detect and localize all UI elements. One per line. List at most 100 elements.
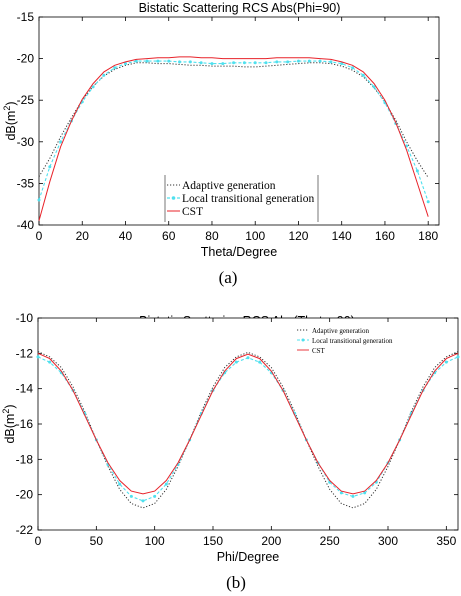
chart-a-series-local-point — [145, 59, 149, 63]
chart-b-x-tick-label: 150 — [203, 534, 223, 548]
chart-b-legend: Adaptive generation Local transitional g… — [297, 327, 393, 355]
chart-a-series-local-point — [210, 62, 214, 66]
chart-a-x-tick-label: 140 — [332, 229, 352, 243]
chart-a-series-local-point — [221, 62, 225, 66]
chart-a-x-tick-labels: 0 20 40 60 80 100 120 140 160 180 — [36, 229, 439, 243]
chart-a-series-local-point — [426, 200, 430, 204]
chart-a-y-tick-label: -35 — [17, 176, 35, 190]
chart-a-ticks — [38, 16, 439, 226]
chart-a-x-tick-label: 60 — [162, 229, 176, 243]
chart-a-series — [37, 56, 430, 221]
chart-a-series-local-point — [188, 60, 192, 64]
chart-b-x-tick-label: 250 — [320, 534, 340, 548]
chart-a-y-tick-label: -20 — [17, 52, 35, 66]
chart-b-y-tick-label: -16 — [16, 417, 34, 431]
chart-a-x-tick-label: 100 — [245, 229, 265, 243]
chart-a-plot-area — [38, 16, 440, 226]
chart-b-plot-area — [37, 317, 459, 531]
chart-b-y-tick-label: -14 — [16, 382, 34, 396]
chart-b-legend-marker-local — [301, 338, 305, 342]
chart-a-x-tick-label: 180 — [418, 229, 438, 243]
chart-b-series — [36, 351, 460, 509]
chart-b-series-local-point — [141, 499, 145, 503]
chart-a-series-local-point — [340, 62, 344, 66]
chart-b-series-cst — [37, 352, 459, 495]
chart-b-ticks — [37, 317, 458, 531]
chart-a-x-tick-label: 20 — [76, 229, 90, 243]
chart-b-y-tick-label: -18 — [16, 452, 34, 466]
chart-b-series-local-point — [36, 355, 40, 359]
chart-b-x-tick-label: 350 — [436, 534, 456, 548]
chart-b-series-local-point — [456, 355, 460, 359]
chart-b-x-tick-label: 50 — [90, 534, 104, 548]
chart-a-series-local-point — [178, 60, 182, 64]
chart-b-y-tick-label: -20 — [16, 488, 34, 502]
chart-a-x-tick-label: 40 — [119, 229, 133, 243]
chart-b-series-local-point — [339, 491, 343, 495]
chart-b-x-tick-label: 200 — [261, 534, 281, 548]
chart-a-x-axis-label: Theta/Degree — [201, 245, 277, 259]
chart-a-series-local-point — [415, 169, 419, 173]
chart-a-series-local-point — [242, 61, 246, 65]
chart-a-legend-label-local: Local transitional generation — [182, 193, 314, 205]
chart-a-y-tick-label: -25 — [17, 93, 35, 107]
chart-a-title: Bistatic Scattering RCS Abs(Phi=90) — [139, 1, 341, 15]
chart-b: Bistatic Scattering RCS Abs(Theta=90) 05… — [1, 311, 460, 592]
chart-b-x-tick-labels: 0 50 100 150 200 250 300 350 — [35, 534, 457, 548]
chart-a-caption: (a) — [219, 268, 238, 287]
chart-a-series-local-point — [156, 59, 160, 63]
chart-a-series-local-point — [307, 59, 311, 63]
chart-b-y-tick-label: -22 — [16, 523, 34, 537]
chart-b-y-tick-labels: -22 -20 -18 -16 -14 -12 -10 — [16, 311, 34, 537]
chart-a-series-local-point — [318, 59, 322, 63]
chart-a-legend-marker-local — [171, 196, 176, 200]
chart-b-legend-label-local: Local transitional generation — [312, 337, 393, 345]
chart-b-x-tick-label: 100 — [145, 534, 165, 548]
chart-a-series-local-point — [113, 66, 117, 70]
chart-a-series-local-point — [91, 85, 95, 89]
chart-b-series-local-point — [363, 491, 367, 495]
chart-a-x-tick-label: 160 — [375, 229, 395, 243]
chart-a-series-local-point — [59, 140, 63, 144]
chart-b-series-local-point — [246, 356, 250, 360]
chart-a-y-axis-label: dB(m2) — [2, 101, 18, 140]
chart-a-series-cst — [38, 56, 429, 221]
chart-b-y-axis-label: dB(m2) — [1, 404, 17, 443]
chart-a-series-local-point — [275, 60, 279, 64]
chart-a-y-tick-label: -40 — [17, 218, 35, 232]
chart-a-series-local-point — [199, 61, 203, 65]
chart-b-series-local-point — [258, 360, 262, 364]
chart-a-series-local-point — [264, 61, 268, 65]
chart-a-legend-label-adaptive: Adaptive generation — [182, 180, 276, 192]
chart-a: Bistatic Scattering RCS Abs(Phi=90) 0 20 4… — [2, 1, 440, 287]
chart-a-series-local-point — [37, 198, 41, 202]
chart-a-series-local-point — [351, 66, 355, 70]
chart-a-series-local-point — [123, 62, 127, 66]
chart-a-series-local-point — [372, 85, 376, 89]
chart-b-series-local-point — [351, 494, 355, 498]
chart-b-series-adaptive — [37, 351, 459, 509]
chart-a-x-tick-label: 120 — [288, 229, 308, 243]
chart-a-series-local-point — [286, 60, 290, 64]
chart-b-y-tick-label: -10 — [16, 311, 34, 325]
chart-b-series-local-point — [153, 494, 157, 498]
chart-a-series-local-point — [134, 59, 138, 63]
chart-a-y-tick-label: -15 — [17, 10, 35, 24]
chart-b-series-local-point — [48, 360, 52, 364]
chart-a-series-local-point — [102, 73, 106, 77]
chart-a-legend-label-cst: CST — [182, 206, 203, 218]
chart-a-x-tick-label: 0 — [36, 229, 43, 243]
chart-a-y-tick-label: -30 — [17, 135, 35, 149]
chart-b-series-local-point — [444, 360, 448, 364]
chart-b-series-local-point — [234, 360, 238, 364]
chart-a-series-local-point — [405, 144, 409, 148]
chart-a-legend: Adaptive generation Local transitional g… — [164, 175, 319, 222]
chart-a-series-local-point — [48, 165, 52, 169]
chart-a-y-tick-labels: -40 -35 -30 -25 -20 -15 — [17, 10, 35, 232]
chart-b-legend-label-cst: CST — [312, 347, 326, 355]
chart-a-series-local-point — [253, 61, 257, 65]
chart-b-series-local-point — [118, 482, 122, 486]
chart-b-series-local-point — [164, 482, 168, 486]
chart-a-series-local-point — [167, 59, 171, 63]
